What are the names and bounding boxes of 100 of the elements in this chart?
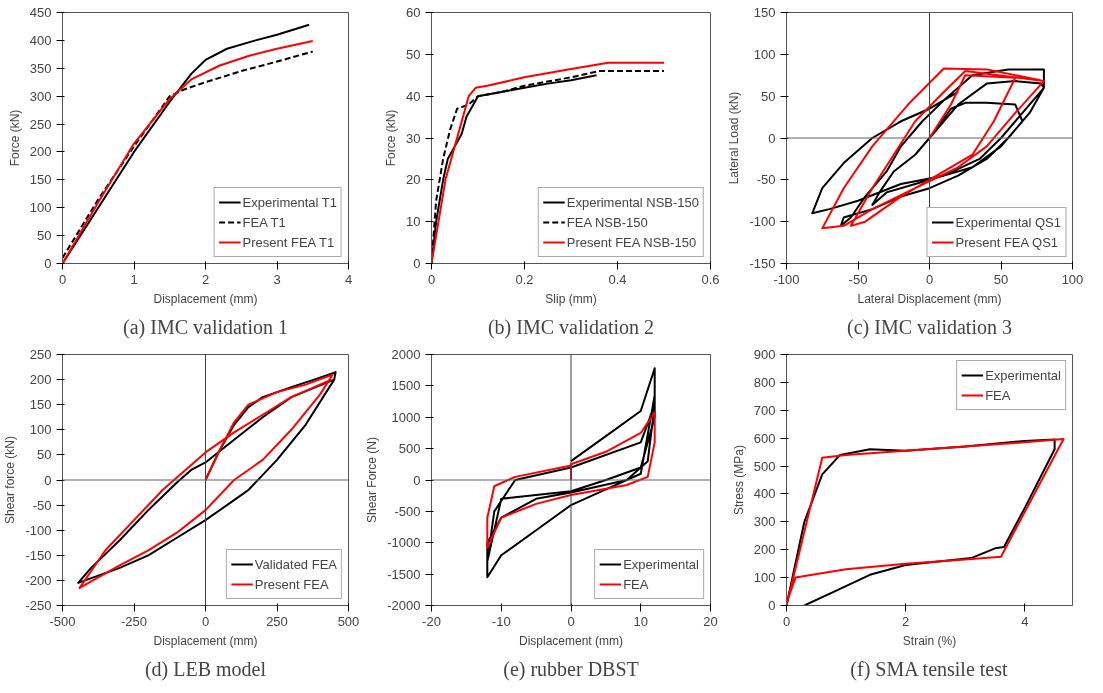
y-tick-label: 0: [44, 256, 52, 271]
y-tick-label: 300: [753, 514, 776, 530]
y-tick-label: 150: [29, 397, 52, 413]
x-tick-label: 0.4: [608, 271, 627, 287]
x-tick-label: 3: [273, 271, 281, 287]
y-tick-label: 10: [406, 214, 421, 230]
x-axis-title: Slip (mm): [545, 291, 597, 306]
x-tick-label: 4: [344, 271, 353, 287]
x-tick-label: 0.6: [701, 271, 720, 287]
y-tick-label: -100: [749, 214, 776, 230]
y-tick-label: 150: [29, 172, 52, 188]
y-axis-title: Force (kN): [7, 109, 22, 167]
x-axis-title: Displacement (mm): [153, 291, 258, 306]
y-tick-label: -150: [749, 256, 776, 271]
text: (f) SMA tensile test: [850, 657, 1008, 681]
x-tick-label: -20: [422, 613, 441, 629]
y-tick-label: 100: [753, 570, 776, 586]
y-tick-label: 250: [29, 347, 52, 362]
y-tick-label: -2000: [387, 598, 421, 613]
y-tick-label: -50: [32, 497, 52, 513]
x-tick-label: 500: [337, 613, 360, 629]
y-tick-label: 600: [753, 430, 776, 446]
x-tick-label: 0: [427, 271, 436, 287]
y-tick-label: -100: [25, 522, 52, 538]
legend-label: Experimental NSB-150: [566, 194, 699, 210]
y-tick-label: -150: [25, 547, 52, 563]
y-tick-label: 900: [753, 347, 776, 362]
y-tick-label: 0: [413, 256, 421, 271]
y-tick-label: 0: [413, 472, 421, 488]
y-tick-label: 350: [29, 60, 52, 76]
legend-label: Present FEA QS1: [955, 234, 1059, 250]
y-tick-label: 700: [753, 402, 776, 418]
legend-label: Present FEA T1: [242, 234, 335, 250]
y-tick-label: 50: [37, 447, 52, 463]
y-tick-label: 250: [29, 116, 52, 132]
y-tick-label: 100: [29, 422, 52, 438]
y-tick-label: 500: [753, 458, 776, 474]
x-tick-label: 0: [567, 613, 575, 629]
text: (a) IMC validation 1: [123, 315, 288, 339]
legend-label: FEA NSB-150: [566, 214, 648, 230]
x-axis-title: Displacement (mm): [518, 633, 624, 648]
y-tick-label: 0: [44, 472, 52, 488]
text: (e) rubber DBST: [503, 657, 639, 681]
y-tick-label: 50: [406, 46, 421, 62]
y-axis-title: Shear Force (N): [365, 436, 380, 524]
y-tick-label: 200: [753, 542, 776, 558]
x-tick-label: -250: [120, 613, 148, 629]
x-tick-label: 50: [993, 271, 1009, 287]
y-tick-label: 200: [29, 144, 52, 160]
x-tick-label: 10: [633, 613, 648, 629]
y-axis-title: Stress (MPa): [731, 444, 746, 515]
legend-label: Experimental QS1: [955, 214, 1061, 230]
x-tick-label: 2: [201, 271, 210, 287]
x-tick-label: 1: [130, 271, 138, 287]
x-tick-label: 20: [703, 613, 718, 629]
x-tick-label: 250: [266, 613, 288, 629]
x-axis-title: Strain (%): [902, 633, 957, 648]
x-tick-label: 0: [782, 613, 791, 629]
x-tick-label: 100: [1061, 271, 1084, 287]
y-tick-label: 200: [29, 372, 52, 388]
legend-label: Experimental: [623, 556, 699, 572]
y-tick-label: -500: [394, 503, 421, 519]
legend-label: FEA T1: [242, 214, 286, 230]
y-tick-label: 50: [37, 228, 52, 244]
y-axis-title: Force (kN): [384, 109, 399, 167]
y-tick-label: -200: [25, 572, 52, 588]
x-tick-label: 4: [1021, 613, 1029, 629]
y-tick-label: 1500: [391, 378, 421, 394]
legend-label: Experimental: [985, 367, 1061, 383]
y-tick-label: 40: [406, 88, 421, 104]
legend-label: Present FEA NSB-150: [566, 234, 697, 250]
y-tick-label: 0: [768, 598, 776, 613]
y-tick-label: -250: [25, 598, 52, 613]
y-tick-label: 50: [761, 88, 776, 104]
y-tick-label: -50: [756, 172, 776, 188]
text: (b) IMC validation 2: [487, 315, 655, 339]
y-tick-label: 400: [753, 486, 776, 502]
x-tick-label: 0: [201, 613, 210, 629]
y-tick-label: 0: [768, 130, 776, 146]
text: (c) IMC validation 3: [847, 315, 1012, 339]
legend-label: FEA: [623, 576, 649, 592]
y-tick-label: -1000: [387, 535, 421, 551]
y-tick-label: 150: [753, 5, 776, 20]
y-axis-title: Shear force (kN): [3, 435, 18, 525]
x-tick-label: 0: [58, 271, 67, 287]
x-tick-label: 0: [925, 271, 934, 287]
legend-label: Present FEA: [254, 576, 329, 592]
legend-label: Validated FEA: [254, 556, 337, 572]
y-tick-label: 450: [29, 5, 52, 20]
y-tick-label: 500: [398, 441, 421, 457]
x-tick-label: 0.2: [515, 271, 534, 287]
y-axis-title: Lateral Load (kN): [727, 91, 742, 185]
y-tick-label: -1500: [387, 566, 421, 582]
legend-label: FEA: [985, 387, 1011, 403]
y-tick-label: 300: [29, 88, 52, 104]
y-tick-label: 100: [29, 200, 52, 216]
x-tick-label: -10: [491, 613, 511, 629]
text: (d) LEB model: [144, 657, 267, 681]
x-tick-label: -50: [848, 271, 868, 287]
y-tick-label: 60: [406, 5, 421, 20]
